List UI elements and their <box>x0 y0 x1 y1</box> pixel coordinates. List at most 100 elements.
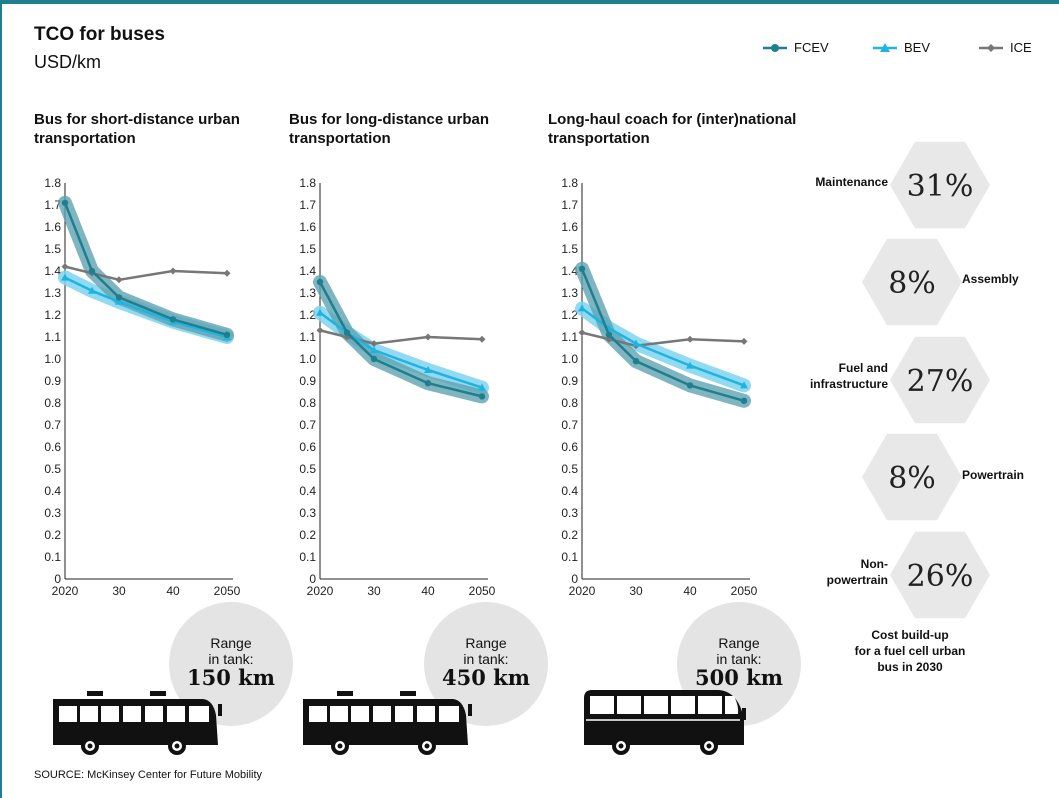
y-tick-label: 1.2 <box>561 308 578 322</box>
ice-point <box>740 337 748 345</box>
fcev-point <box>316 278 324 286</box>
y-tick-label: 1.8 <box>44 176 61 190</box>
ice-point <box>61 263 69 271</box>
fcev-halo <box>58 195 234 342</box>
ice-point <box>424 333 432 341</box>
x-tick-label: 2050 <box>214 584 241 598</box>
y-tick-label: 0.2 <box>299 528 316 542</box>
y-tick-label: 1.6 <box>561 220 578 234</box>
ice-point <box>578 329 586 337</box>
x-tick-label: 2020 <box>307 584 334 598</box>
ice-point <box>169 267 177 275</box>
range-circle <box>424 602 548 726</box>
y-tick-label: 1.1 <box>299 330 316 344</box>
ice-point <box>686 335 694 343</box>
y-tick-label: 0.9 <box>299 374 316 388</box>
x-tick-label: 30 <box>629 584 643 598</box>
y-tick-label: 0 <box>309 572 316 586</box>
y-tick-label: 1.2 <box>299 308 316 322</box>
cost-hexagon <box>890 531 990 619</box>
cost-share-value: 8% <box>888 461 936 496</box>
y-tick-label: 1.0 <box>299 352 316 366</box>
x-tick-label: 40 <box>683 584 697 598</box>
y-tick-label: 0.8 <box>299 396 316 410</box>
cost-hexagon <box>862 433 962 521</box>
top-accent-bar <box>0 0 1059 4</box>
y-tick-label: 0.1 <box>44 550 61 564</box>
chart-2: 0 0.1 0.2 0.3 0.4 0.5 0.6 0.7 0.8 0.9 1.0 1.1 1.2 1.3… <box>299 176 548 726</box>
y-tick-label: 0.4 <box>44 484 61 498</box>
range-circle <box>169 602 293 726</box>
cost-label-powertrain: Powertrain <box>962 468 1025 482</box>
y-tick-label: 0.6 <box>299 440 316 454</box>
fcev-point <box>343 329 351 336</box>
y-tick-label: 0.1 <box>561 550 578 564</box>
y-tick-label: 0.8 <box>44 396 61 410</box>
y-tick-label: 0.5 <box>299 462 316 476</box>
cost-share-value: 27% <box>907 364 974 399</box>
y-tick-label: 0.3 <box>299 506 316 520</box>
bev-point <box>115 297 123 305</box>
chart-2-title: Bus for long-distance urban transportati… <box>289 111 490 147</box>
range-value-2: 450 km <box>442 665 530 690</box>
bev-point <box>478 383 486 391</box>
range-value-3: 500 km <box>695 665 783 690</box>
y-tick-label: 1.3 <box>299 286 316 300</box>
y-tick-label: 0.6 <box>561 440 578 454</box>
fcev-point <box>223 331 231 338</box>
y-tick-label: 1.3 <box>561 286 578 300</box>
y-tick-label: 0.2 <box>44 528 61 542</box>
y-tick-label: 1.5 <box>561 242 578 256</box>
fcev-point <box>605 331 613 338</box>
fcev-point <box>686 382 694 389</box>
fcev-point <box>424 380 432 387</box>
cost-hexagon <box>862 238 962 326</box>
x-tick-label: 40 <box>421 584 435 598</box>
fcev-point <box>115 294 123 301</box>
y-tick-label: 0.7 <box>299 418 316 432</box>
x-tick-label: 2020 <box>569 584 596 598</box>
y-tick-label: 0.9 <box>561 374 578 388</box>
fcev-point <box>169 316 177 323</box>
ice-point <box>223 269 231 277</box>
legend-ice: ICE <box>978 40 1032 55</box>
chart-1: 0 0.1 0.2 0.3 0.4 0.5 0.6 0.7 0.8 0.9 1.0 1.1 1.2 1.3… <box>44 176 293 726</box>
fcev-point <box>88 267 96 275</box>
range-label-1: Range in tank: <box>208 635 254 667</box>
legend-bev: BEV <box>872 40 930 55</box>
fcev-point <box>632 358 640 365</box>
y-tick-label: 1.5 <box>299 242 316 256</box>
legend-fcev: FCEV <box>762 40 829 55</box>
bev-point <box>578 304 586 312</box>
fcev-point <box>740 397 748 404</box>
legend-label-ice: ICE <box>1010 40 1032 55</box>
y-tick-label: 1.8 <box>299 176 316 190</box>
y-tick-label: 1.1 <box>44 330 61 344</box>
y-tick-label: 0.4 <box>299 484 316 498</box>
range-value-1: 150 km <box>187 665 275 690</box>
y-tick-label: 0.8 <box>561 396 578 410</box>
y-tick-label: 1.3 <box>44 286 61 300</box>
range-badge-1: Range in tank: 150 km <box>169 635 293 690</box>
x-tick-label: 40 <box>166 584 180 598</box>
urban-bus-icon <box>303 691 472 755</box>
bev-point <box>740 381 748 389</box>
y-tick-label: 0.9 <box>44 374 61 388</box>
x-tick-label: 30 <box>112 584 126 598</box>
cost-label-assembly: Assembly <box>962 272 1019 286</box>
cost-label-maintenance: Maintenance <box>815 175 888 189</box>
bev-point <box>632 339 640 347</box>
chart-3-title: Long-haul coach for (inter)national tran… <box>548 111 797 147</box>
x-tick-label: 2050 <box>731 584 758 598</box>
ice-marker-icon <box>979 43 1003 52</box>
y-tick-label: 0 <box>571 572 578 586</box>
bev-point <box>61 273 69 281</box>
y-tick-label: 0 <box>54 572 61 586</box>
x-tick-label: 2050 <box>469 584 496 598</box>
y-tick-label: 1.6 <box>299 220 316 234</box>
y-tick-label: 1.1 <box>561 330 578 344</box>
y-tick-label: 1.7 <box>561 198 578 212</box>
bev-point <box>88 286 96 294</box>
range-label-3: Range in tank: <box>716 635 762 667</box>
